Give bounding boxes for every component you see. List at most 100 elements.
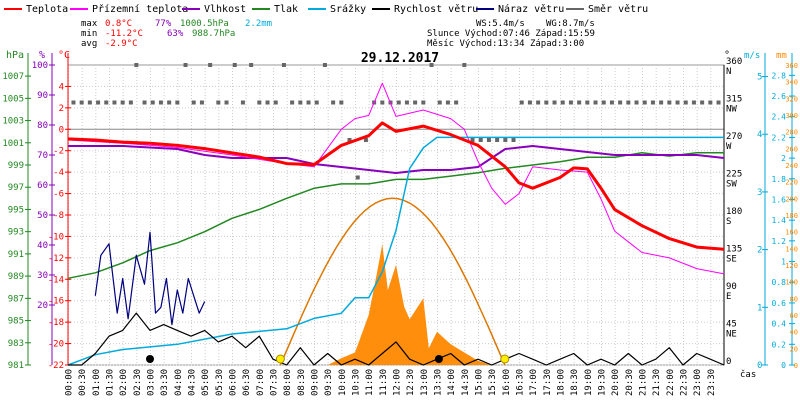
axis-rain-tick-label: 0 <box>781 361 786 370</box>
wind-direction-point <box>568 100 573 105</box>
wind-direction-point <box>511 138 516 142</box>
x-tick-label: 02:30 <box>133 369 143 396</box>
x-tick-label: 11:30 <box>379 369 389 396</box>
x-tick-label: 16:30 <box>516 369 526 396</box>
x-tick-label: 14:30 <box>461 369 471 396</box>
axis-temperature-tick-label: -22 <box>48 361 64 371</box>
axis-rain-tick-label: 2.2 <box>772 133 787 142</box>
x-tick-label: 21:30 <box>652 369 662 396</box>
axis-direction-tick-label: 45 <box>726 320 737 330</box>
axis-temperature-tick-label: -16 <box>48 297 64 307</box>
axis-rainrate-tick-label: 0 <box>794 362 798 370</box>
axis-direction-compass-label: SW <box>726 180 737 190</box>
wind-direction-point <box>331 100 336 105</box>
axis-wind-tick-label: 3 <box>757 188 762 198</box>
x-tick-label: 07:00 <box>256 369 266 396</box>
axis-rainrate-tick-label: 80 <box>790 295 798 303</box>
moon-marker-icon <box>434 355 443 363</box>
series-gust-line <box>94 231 206 326</box>
axis-temperature-tick-label: -18 <box>48 318 64 328</box>
axis-pressure-tick-label: 1001 <box>2 139 24 149</box>
axis-rain-tick-label: 1 <box>781 258 786 267</box>
axis-rainrate-tick-label: 200 <box>785 195 798 203</box>
axis-rainrate-tick-label: 60 <box>790 312 798 320</box>
x-tick-label: 11:00 <box>365 369 375 396</box>
axis-rainrate-tick-label: 300 <box>785 112 798 120</box>
stats-max-press: 1000.5hPa <box>180 19 229 29</box>
x-tick-label: 20:00 <box>611 369 621 396</box>
axis-rain-tick-label: 0.2 <box>772 340 787 349</box>
wind-direction-point <box>609 100 614 105</box>
wind-direction-point <box>626 100 631 105</box>
axis-direction-tick-label: 90 <box>726 282 737 292</box>
axis-pressure-tick-label: 997 <box>8 183 24 193</box>
x-tick-label: 15:30 <box>488 369 498 396</box>
wind-direction-point <box>691 100 696 105</box>
stats-min-temp: -11.2°C <box>105 29 143 39</box>
x-tick-label: 21:00 <box>639 369 649 396</box>
axis-rainrate-tick-label: 220 <box>785 179 798 187</box>
wind-direction-point <box>650 100 655 105</box>
wind-direction-point <box>347 138 352 142</box>
x-tick-label: 20:30 <box>625 369 635 396</box>
series-layer <box>67 63 725 366</box>
wind-direction-point <box>257 100 262 105</box>
x-tick-label: 14:00 <box>447 369 457 396</box>
stats-max-label: max <box>81 19 98 29</box>
wind-direction-point <box>683 100 688 105</box>
x-tick-label: 17:00 <box>529 369 539 396</box>
axis-wind-tick-label: 4 <box>757 130 762 140</box>
axis-pressure-tick-label: 1007 <box>2 72 24 82</box>
wind-direction-point <box>363 138 368 142</box>
x-tick-label: 22:00 <box>666 369 676 396</box>
axis-wind-tick-label: 0 <box>757 361 762 371</box>
axis-rain-tick-label: 2.8 <box>772 71 787 80</box>
axis-direction-compass-label: SE <box>726 255 737 265</box>
legend-label-smer: Směr větru <box>588 3 648 15</box>
axis-rain-tick-label: 2 <box>781 154 786 163</box>
wind-direction-point <box>675 100 680 105</box>
wind-direction-point <box>273 100 278 105</box>
wind-direction-point <box>290 100 295 105</box>
axis-rain-tick-label: 1.6 <box>772 195 787 204</box>
axis-rainrate-tick-label: 120 <box>785 262 798 270</box>
stats-max-rain: 2.2mm <box>245 19 272 29</box>
axis-rainrate-tick-label: 320 <box>785 95 798 103</box>
series-temperature-line <box>67 121 725 251</box>
wind-direction-point <box>552 100 557 105</box>
axis-unit-time: čas <box>740 369 756 380</box>
x-tick-label: 19:30 <box>598 369 608 396</box>
axis-pressure-tick-label: 983 <box>8 339 24 349</box>
axis-temperature-tick-label: 0 <box>59 125 64 135</box>
wind-direction-point <box>142 100 147 105</box>
axis-unit-deg: ° <box>724 50 730 61</box>
axis-humidity-tick-label: 60 <box>37 181 48 191</box>
axis-direction-compass-label: W <box>726 142 732 152</box>
wind-direction-point <box>380 100 385 105</box>
x-tick-label: 10:30 <box>352 369 362 396</box>
x-tick-label: 19:00 <box>584 369 594 396</box>
wind-direction-point <box>429 63 434 67</box>
sun-arc <box>279 197 506 366</box>
axis-pressure-tick-label: 985 <box>8 317 24 327</box>
x-tick-label: 00:00 <box>65 369 75 396</box>
axis-direction-tick-label: 315 <box>726 95 742 105</box>
wind-direction-point <box>281 63 286 67</box>
axis-rain-tick-label: 0.6 <box>772 299 787 308</box>
x-tick-label: 09:30 <box>324 369 334 396</box>
wind-direction-point <box>478 138 483 142</box>
x-tick-label: 22:30 <box>680 369 690 396</box>
wind-direction-point <box>339 100 344 105</box>
axis-wind-tick-label: 2 <box>757 246 762 256</box>
axis-unit-mm: mm <box>776 51 787 61</box>
wind-direction-point <box>104 100 109 105</box>
axis-temperature-tick-label: 2 <box>59 104 64 114</box>
stats-ws: WS:5.4m/s <box>476 19 525 29</box>
axis-humidity-tick-label: 70 <box>37 151 48 161</box>
series-pressure-line <box>67 152 724 280</box>
x-tick-label: 13:30 <box>434 369 444 396</box>
x-tick-label: 00:30 <box>78 369 88 396</box>
x-tick-label: 12:30 <box>406 369 416 396</box>
axis-rainrate-tick-label: 240 <box>785 162 798 170</box>
wind-direction-point <box>445 100 450 105</box>
